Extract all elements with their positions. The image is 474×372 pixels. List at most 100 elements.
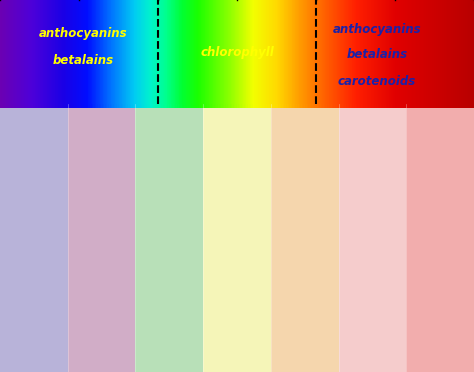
Bar [379,104,382,108]
Bar [54,104,56,108]
Bar [422,0,423,104]
Bar [430,0,432,104]
Bar [96,104,99,108]
Bar [399,0,400,104]
Bar [148,0,149,104]
Bar [215,104,217,108]
Bar [398,104,401,108]
Bar [123,0,124,104]
Bar [406,0,407,104]
Bar [173,0,174,104]
Bar [87,0,88,104]
Bar [162,0,163,104]
Bar [148,104,151,108]
Bar [167,0,169,104]
Bar [192,0,193,104]
Bar [75,0,76,104]
Bar [364,0,365,104]
Bar [251,104,254,108]
Bar [114,0,115,104]
Bar [219,0,221,104]
Bar [90,0,91,104]
Bar [89,0,91,104]
Bar [129,0,130,104]
Bar [144,0,145,104]
Bar [435,0,436,104]
Bar [460,0,461,104]
Bar [183,104,186,108]
Bar [170,0,171,104]
Bar [423,0,425,104]
Bar [322,0,324,104]
Bar [74,0,75,104]
Bar [34,0,35,104]
Bar [253,104,255,108]
Bar [42,0,43,104]
Bar [384,104,386,108]
Bar [470,0,471,104]
Bar [366,0,367,104]
Bar [461,104,464,108]
Bar [237,104,239,108]
Bar [25,104,27,108]
Bar [91,0,92,104]
Bar [109,0,110,104]
Bar [397,0,398,104]
Bar [29,0,30,104]
Bar [118,104,121,108]
Bar [333,0,334,104]
Bar [428,104,430,108]
Bar [332,104,334,108]
Bar [330,104,333,108]
Bar [430,104,432,108]
Bar [355,0,356,104]
Bar [102,0,103,104]
Bar [128,0,129,104]
Bar [256,104,258,108]
Bar [359,0,360,104]
Bar [397,104,399,108]
Bar [66,0,67,104]
Bar [203,104,271,372]
Bar [210,104,212,108]
Bar [242,104,244,108]
Bar [49,0,50,104]
Bar [154,0,155,104]
Bar [411,0,413,104]
Bar [88,0,89,104]
Bar [473,0,474,104]
Bar [217,104,219,108]
Bar [73,0,75,104]
Bar [140,0,141,104]
Bar [35,104,37,108]
Bar [316,104,319,108]
Bar [32,0,34,104]
Bar [126,0,127,104]
Bar [96,0,97,104]
Bar [2,0,3,104]
Bar [383,0,384,104]
Bar [280,104,282,108]
Bar [262,104,264,108]
Bar [184,0,185,104]
Bar [383,104,385,108]
Bar [295,0,296,104]
Bar [209,0,210,104]
Bar [261,0,262,104]
Bar [28,0,29,104]
Bar [292,0,293,104]
Bar [99,0,100,104]
Bar [201,0,202,104]
Bar [54,0,55,104]
Bar [302,0,303,104]
Bar [255,0,256,104]
Bar [24,0,25,104]
Bar [320,0,321,104]
Bar [356,104,358,108]
Bar [326,104,328,108]
Bar [426,0,427,104]
Bar [307,0,309,104]
Bar [138,0,139,104]
Bar [115,104,118,108]
Bar [324,0,325,104]
